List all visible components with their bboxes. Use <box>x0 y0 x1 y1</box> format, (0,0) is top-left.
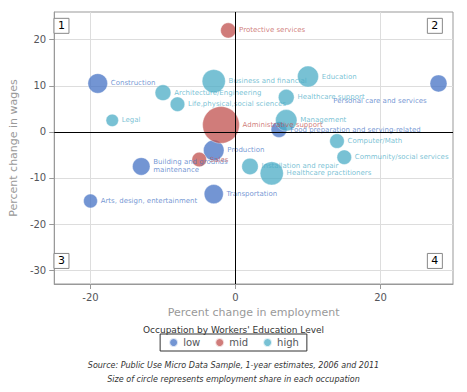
svg-text:20: 20 <box>33 34 46 45</box>
svg-text:Occupation by Workers' Educati: Occupation by Workers' Education Level <box>143 325 324 335</box>
svg-text:2: 2 <box>431 19 438 32</box>
svg-text:Healthcare practitioners: Healthcare practitioners <box>287 169 372 177</box>
svg-text:Source: Public Use Micro Data: Source: Public Use Micro Data Sample, 1-… <box>88 361 379 370</box>
svg-text:-20: -20 <box>30 219 46 230</box>
svg-text:3: 3 <box>58 254 65 267</box>
svg-text:4: 4 <box>431 254 438 267</box>
svg-text:Transportation: Transportation <box>226 190 278 198</box>
svg-text:Community/social services: Community/social services <box>355 153 449 161</box>
svg-text:Protective services: Protective services <box>239 26 305 34</box>
svg-text:low: low <box>183 337 200 348</box>
svg-text:-20: -20 <box>82 292 98 303</box>
svg-text:Legal: Legal <box>122 116 141 124</box>
svg-text:Installation and repair: Installation and repair <box>261 162 338 170</box>
svg-text:-10: -10 <box>30 172 46 183</box>
svg-text:Business and financial: Business and financial <box>229 77 307 85</box>
svg-text:Architecture/Engineering: Architecture/Engineering <box>174 89 261 97</box>
svg-text:-30: -30 <box>30 265 46 276</box>
svg-text:Administrative support: Administrative support <box>242 120 323 129</box>
svg-text:20: 20 <box>374 292 387 303</box>
svg-text:10: 10 <box>33 80 46 91</box>
svg-text:maintenance: maintenance <box>153 166 199 174</box>
svg-text:1: 1 <box>58 19 65 32</box>
svg-text:Size of circle represents empl: Size of circle represents employment sha… <box>107 375 359 384</box>
svg-text:Percent change in employment: Percent change in employment <box>168 306 341 319</box>
svg-text:Education: Education <box>322 73 357 81</box>
svg-text:Construction: Construction <box>111 79 156 87</box>
svg-text:high: high <box>277 337 299 348</box>
svg-text:0: 0 <box>40 126 46 137</box>
svg-text:Production: Production <box>227 146 264 154</box>
svg-text:Personal care and services: Personal care and services <box>333 96 427 105</box>
svg-text:Healthcare support: Healthcare support <box>297 93 365 101</box>
svg-text:Management: Management <box>300 116 346 124</box>
svg-text:mid: mid <box>229 337 248 348</box>
svg-text:0: 0 <box>232 292 238 303</box>
svg-text:Life,physical,social sciences: Life,physical,social sciences <box>188 100 286 108</box>
svg-text:Building and grounds: Building and grounds <box>153 158 228 167</box>
svg-text:Arts, design, entertainment: Arts, design, entertainment <box>101 197 198 205</box>
svg-text:Computer/Math: Computer/Math <box>348 137 403 145</box>
svg-text:Percent change in wages: Percent change in wages <box>7 79 20 217</box>
svg-text:Sales: Sales <box>210 156 229 164</box>
